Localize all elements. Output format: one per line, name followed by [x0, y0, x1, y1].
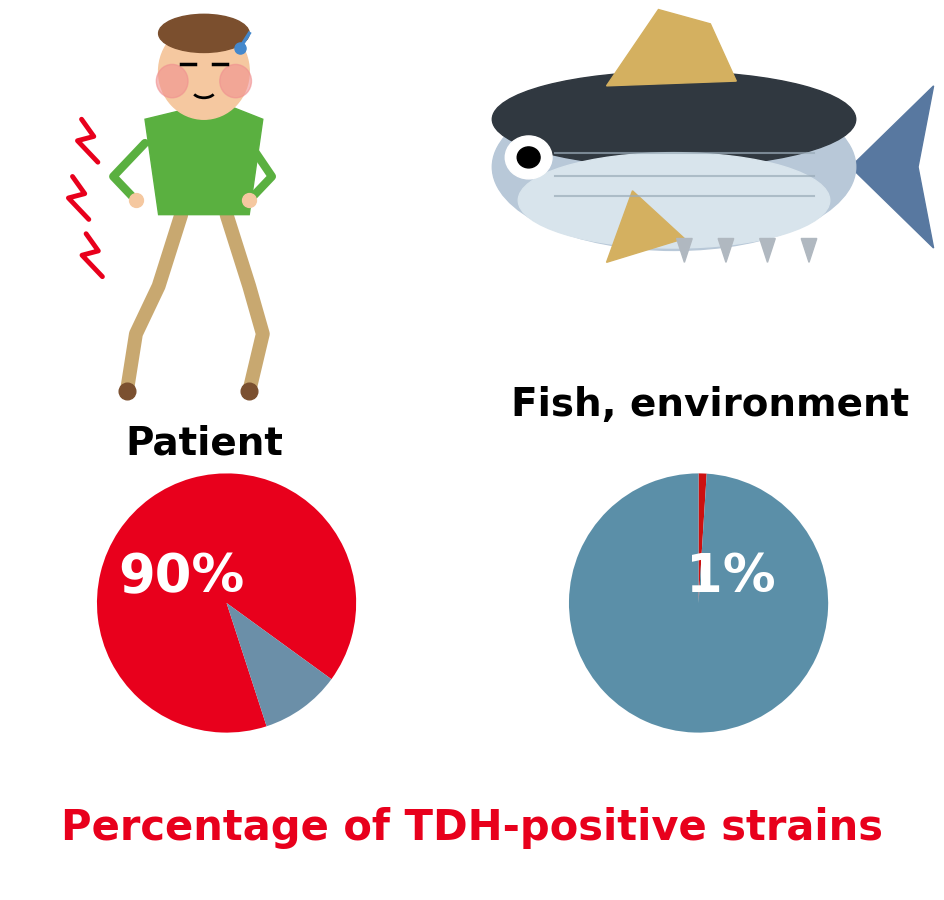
Polygon shape: [801, 238, 817, 263]
Circle shape: [220, 65, 251, 98]
Wedge shape: [227, 603, 331, 726]
Ellipse shape: [518, 153, 830, 248]
Text: Percentage of TDH-positive strains: Percentage of TDH-positive strains: [61, 807, 883, 849]
Polygon shape: [677, 238, 692, 263]
Wedge shape: [569, 473, 828, 733]
Ellipse shape: [159, 14, 249, 52]
Polygon shape: [718, 238, 733, 263]
Wedge shape: [97, 473, 356, 733]
Polygon shape: [606, 191, 684, 263]
Text: 90%: 90%: [118, 551, 244, 603]
Polygon shape: [145, 105, 262, 214]
Circle shape: [159, 23, 249, 119]
Circle shape: [505, 136, 552, 179]
Ellipse shape: [493, 71, 856, 167]
Polygon shape: [606, 10, 736, 86]
Text: Fish, environment: Fish, environment: [512, 386, 909, 425]
Text: 1%: 1%: [686, 551, 776, 603]
Circle shape: [157, 65, 188, 98]
Polygon shape: [760, 238, 775, 263]
Polygon shape: [851, 86, 934, 248]
Text: Patient: Patient: [125, 425, 283, 463]
Wedge shape: [699, 473, 707, 603]
Ellipse shape: [493, 84, 856, 250]
Circle shape: [517, 147, 540, 168]
